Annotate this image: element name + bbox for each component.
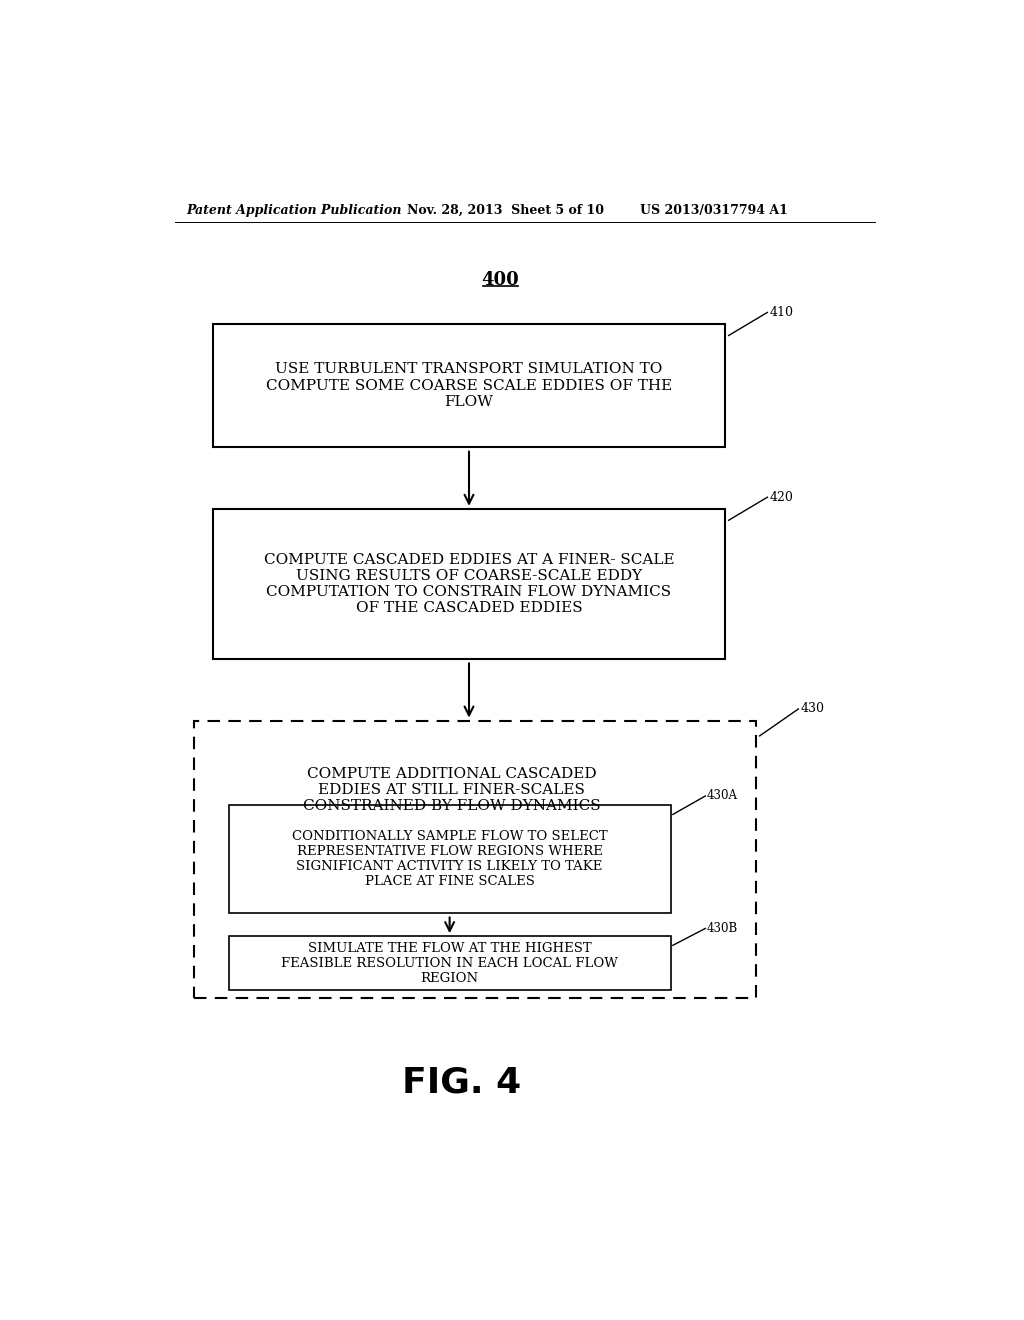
Text: 400: 400 (481, 271, 519, 289)
Text: 410: 410 (770, 306, 794, 319)
Bar (194, 721, 756, 998)
Bar (228, 805, 671, 913)
Text: US 2013/0317794 A1: US 2013/0317794 A1 (640, 205, 787, 218)
Bar (213, 323, 725, 447)
Text: COMPUTE CASCADED EDDIES AT A FINER- SCALE
USING RESULTS OF COARSE-SCALE EDDY
COM: COMPUTE CASCADED EDDIES AT A FINER- SCAL… (264, 553, 675, 615)
Text: 420: 420 (770, 491, 794, 504)
Text: SIMULATE THE FLOW AT THE HIGHEST
FEASIBLE RESOLUTION IN EACH LOCAL FLOW
REGION: SIMULATE THE FLOW AT THE HIGHEST FEASIBL… (282, 941, 618, 985)
Text: CONDITIONALLY SAMPLE FLOW TO SELECT
REPRESENTATIVE FLOW REGIONS WHERE
SIGNIFICAN: CONDITIONALLY SAMPLE FLOW TO SELECT REPR… (292, 830, 607, 888)
Text: 430: 430 (801, 702, 824, 715)
Bar (213, 508, 725, 659)
Bar (228, 936, 671, 990)
Text: COMPUTE ADDITIONAL CASCADED
EDDIES AT STILL FINER-SCALES
CONSTRAINED BY FLOW DYN: COMPUTE ADDITIONAL CASCADED EDDIES AT ST… (303, 767, 600, 813)
Text: 430B: 430B (707, 921, 738, 935)
Text: 430A: 430A (707, 789, 738, 803)
Text: FIG. 4: FIG. 4 (401, 1065, 521, 1100)
Text: Patent Application Publication: Patent Application Publication (186, 205, 401, 218)
Text: Nov. 28, 2013  Sheet 5 of 10: Nov. 28, 2013 Sheet 5 of 10 (407, 205, 604, 218)
Text: USE TURBULENT TRANSPORT SIMULATION TO
COMPUTE SOME COARSE SCALE EDDIES OF THE
FL: USE TURBULENT TRANSPORT SIMULATION TO CO… (266, 363, 672, 409)
